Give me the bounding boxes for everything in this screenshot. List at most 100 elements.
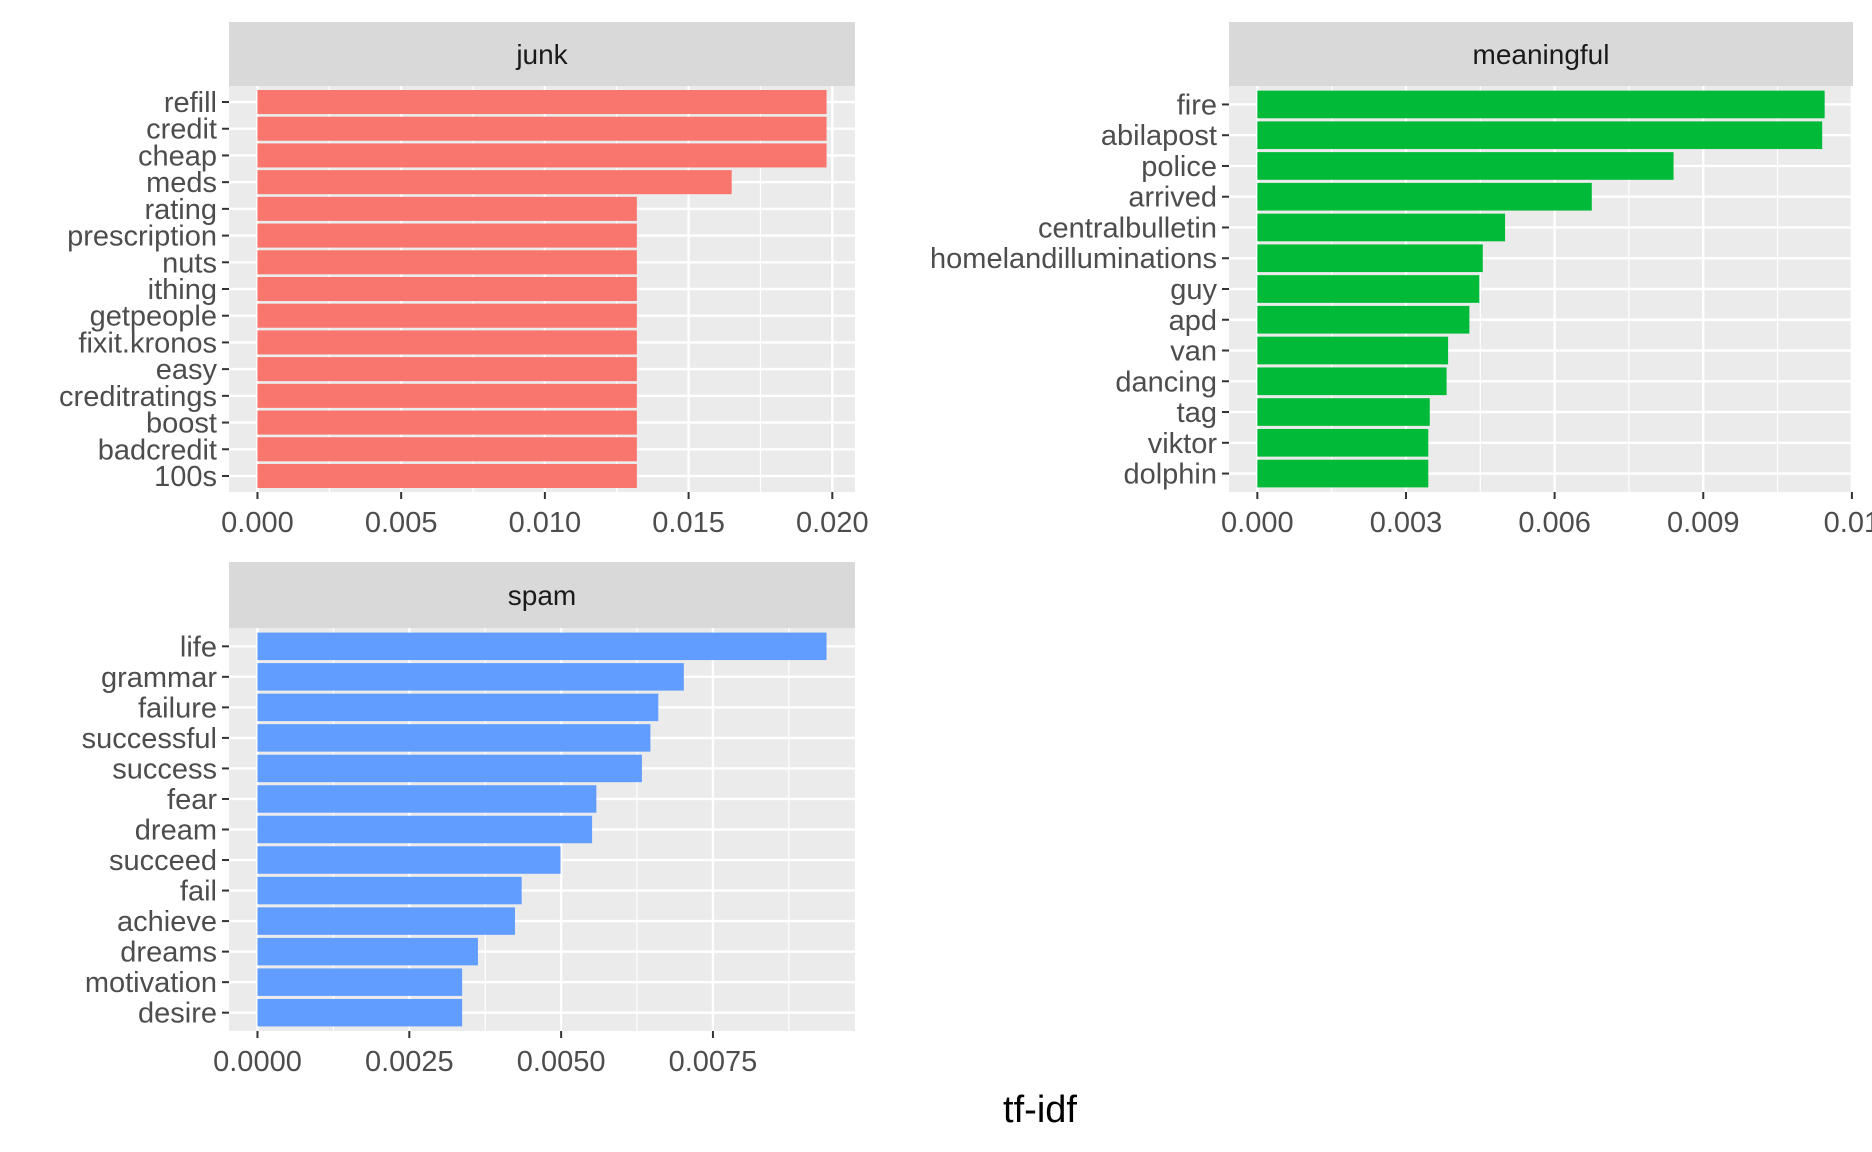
bar-meds [257,170,732,195]
bar-van [1257,336,1449,365]
strip-label: junk [515,39,568,70]
y-tick-label: police [1141,151,1217,183]
y-tick-label: abilapost [1101,120,1217,152]
y-tick-label: 100s [154,461,217,493]
y-tick-label: refill [164,87,217,119]
bar-homelandilluminations [1257,244,1483,273]
y-tick-label: ithing [148,274,217,306]
y-tick-label: arrived [1128,182,1217,214]
bar-arrived [1257,182,1592,211]
y-tick-label: fixit.kronos [78,327,217,359]
bar-boost [257,410,637,435]
x-tick-label: 0.000 [1221,507,1294,539]
x-tick-label: 0.000 [221,507,294,539]
bar-refill [257,90,827,115]
bar-credit [257,116,827,141]
x-tick-label: 0.01 [1824,507,1872,539]
x-tick-label: 0.003 [1370,507,1443,539]
strip-spam [229,562,855,628]
x-axis-title: tf-idf [1003,1089,1077,1131]
y-tick-label: achieve [117,906,217,938]
bar-tag [1257,398,1430,426]
y-tick-label: failure [138,692,217,724]
y-tick-label: succeed [109,845,217,877]
bar-succeed [257,846,561,874]
x-tick-label: 0.006 [1518,507,1591,539]
bar-fail [257,876,522,905]
y-tick-label: fail [180,876,217,908]
bar-dream [257,815,593,844]
bar-failure [257,693,659,722]
bar-guy [1257,275,1480,303]
chart-panels: junk refillcreditcheapmedsratingprescript… [59,22,1872,1078]
strip-label: meaningful [1473,39,1610,70]
y-tick-label: grammar [101,662,217,694]
bar-successful [257,724,651,752]
y-tick-label: getpeople [90,301,217,333]
panel-meaningful: meaningful fireabilapostpolicearrivedcent… [930,22,1872,539]
y-tick-label: fire [1177,89,1217,121]
x-tick-label: 0.020 [796,507,869,539]
y-tick-label: fear [167,784,217,816]
y-tick-label: rating [144,194,217,226]
bar-abilapost [1257,121,1823,150]
y-tick-label: creditratings [59,381,217,413]
bar-desire [257,998,463,1027]
bar-badcredit [257,437,637,462]
bar-achieve [257,907,515,935]
y-tick-label: centralbulletin [1038,212,1217,244]
bar-rating [257,196,637,221]
bar-dreams [257,937,478,966]
y-tick-label: meds [146,167,217,199]
y-tick-label: life [180,631,217,663]
panel-junk: junk refillcreditcheapmedsratingprescript… [59,22,869,539]
x-tick-label: 0.005 [365,507,438,539]
bar-life [257,632,827,661]
bar-nuts [257,250,637,275]
y-tick-label: tag [1177,397,1217,429]
y-tick-label: prescription [67,221,217,253]
y-tick-label: motivation [85,967,217,999]
bar-fire [1257,90,1825,119]
y-tick-label: van [1170,336,1217,368]
bar-ithing [257,276,637,302]
y-tick-label: dream [135,815,217,847]
bar-success [257,754,642,783]
x-tick-label: 0.015 [652,507,725,539]
bar-dancing [1257,367,1447,396]
y-tick-label: credit [146,114,217,146]
y-tick-label: easy [156,354,218,386]
y-tick-label: nuts [162,247,217,279]
y-tick-label: successful [82,723,217,755]
y-tick-label: apd [1169,305,1217,337]
y-tick-label: dolphin [1123,459,1217,491]
y-tick-label: dancing [1115,366,1217,398]
strip-meaningful [1229,22,1853,86]
x-tick-label: 0.0050 [517,1046,606,1078]
y-tick-label: boost [146,408,217,440]
x-tick-label: 0.0075 [669,1046,758,1078]
y-tick-label: desire [138,998,217,1030]
x-tick-label: 0.0000 [213,1046,302,1078]
y-tick-label: viktor [1148,428,1218,460]
bar-fear [257,785,597,813]
bar-viktor [1257,428,1429,457]
bar-grammar [257,663,684,691]
y-tick-label: badcredit [98,434,217,466]
bar-prescription [257,223,637,248]
strip-label: spam [508,580,576,611]
bar-apd [1257,305,1470,334]
panel-spam: spamlifegrammarfailuresuccessfulsuccessf… [82,562,855,1078]
bar-centralbulletin [1257,213,1506,242]
bar-easy [257,357,637,382]
y-tick-label: dreams [120,937,217,969]
strip-junk [229,22,855,86]
bar-cheap [257,143,827,168]
bar-police [1257,152,1674,180]
bar-fixit.kronos [257,330,637,355]
bar-creditratings [257,383,637,408]
bar-getpeople [257,303,637,328]
x-tick-label: 0.009 [1667,507,1740,539]
x-tick-label: 0.0025 [365,1046,454,1078]
